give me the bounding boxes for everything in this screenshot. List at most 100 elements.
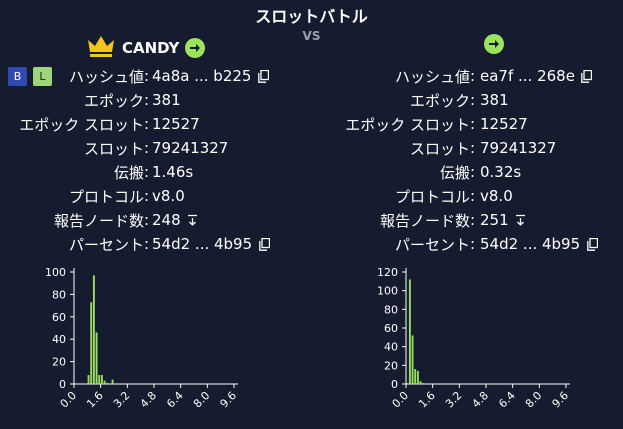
info-label: 報告ノード数 xyxy=(379,211,470,230)
info-row: スロット:79241327 xyxy=(310,137,623,159)
info-label: 伝搬 xyxy=(113,163,144,182)
info-label: 報告ノード数 xyxy=(53,211,144,230)
x-tick-label: 1.6 xyxy=(84,389,106,411)
histogram-bar xyxy=(416,370,419,384)
copy-icon[interactable] xyxy=(258,237,270,251)
colon-separator: : xyxy=(470,67,476,85)
colon-separator: : xyxy=(470,115,476,133)
tag-badges: B L xyxy=(8,67,52,86)
x-tick-label: 1.6 xyxy=(416,389,438,411)
x-tick-label: 4.8 xyxy=(138,389,160,411)
info-value-group: 54d2 ... 4b95 xyxy=(152,235,270,253)
colon-separator: : xyxy=(144,235,150,253)
page-title: スロットバトル xyxy=(255,7,368,26)
info-value-group: 12527 xyxy=(480,115,528,133)
histogram-bar xyxy=(422,383,425,384)
info-label: エポック xyxy=(83,91,144,110)
info-value-group: 54d2 ... 4b95 xyxy=(480,235,598,253)
info-label: スロット xyxy=(409,139,470,158)
info-value: v8.0 xyxy=(152,187,185,205)
copy-icon[interactable] xyxy=(586,237,598,251)
histogram-bar xyxy=(90,302,93,384)
crown-icon xyxy=(86,34,116,62)
x-tick-label: 4.8 xyxy=(470,389,492,411)
y-tick-label: 80 xyxy=(384,303,398,316)
colon-separator: : xyxy=(470,187,476,205)
info-value-group: v8.0 xyxy=(480,187,513,205)
y-tick-label: 120 xyxy=(377,266,398,279)
right-go-button[interactable] xyxy=(484,34,504,54)
info-row: プロトコル: v8.0 xyxy=(0,185,300,207)
info-row: ハッシュ値: ea7f ... 268e xyxy=(310,65,623,87)
info-value: 54d2 ... 4b95 xyxy=(480,235,581,253)
info-label: パーセント xyxy=(68,235,144,254)
info-value-group: v8.0 xyxy=(152,187,185,205)
info-value-group: 381 xyxy=(152,91,181,109)
leader-name: CANDY xyxy=(122,39,180,57)
info-value: 79241327 xyxy=(152,139,229,157)
colon-separator: : xyxy=(144,91,150,109)
left-go-button[interactable] xyxy=(185,38,206,58)
left-histogram: 0 20 40 60 80 100 0.0 1.6 3.2 4.8 6.4 8.0 9.6 xyxy=(30,260,255,429)
info-value: 54d2 ... 4b95 xyxy=(152,235,253,253)
info-value-group: 248 xyxy=(152,211,199,229)
info-value: 0.32s xyxy=(480,163,522,181)
x-tick-label: 8.0 xyxy=(523,389,545,411)
info-row: 伝搬:0.32s xyxy=(310,161,623,183)
info-label: エポック スロット xyxy=(345,115,470,134)
histogram-bar xyxy=(419,381,422,384)
info-row: 報告ノード数:248 xyxy=(0,209,300,231)
copy-icon[interactable] xyxy=(581,69,593,83)
histogram-bar xyxy=(408,279,411,384)
sort-down-icon[interactable] xyxy=(515,213,527,227)
info-value-group: 4a8a ... b225 xyxy=(152,67,269,85)
badge-l: L xyxy=(33,67,52,86)
info-value: 12527 xyxy=(152,115,200,133)
info-label: エポック スロット xyxy=(19,115,144,134)
colon-separator: : xyxy=(470,235,476,253)
histogram-bar xyxy=(95,332,98,384)
colon-separator: : xyxy=(470,163,476,181)
info-label: ハッシュ値 xyxy=(68,67,144,86)
sort-down-icon[interactable] xyxy=(187,213,199,227)
info-value: 79241327 xyxy=(480,139,557,157)
info-row: エポック:381 xyxy=(310,89,623,111)
info-value: 4a8a ... b225 xyxy=(152,67,252,85)
info-row: スロット:79241327 xyxy=(0,137,300,159)
info-value-group: ea7f ... 268e xyxy=(480,67,593,85)
x-tick-label: 6.4 xyxy=(164,389,186,411)
y-tick-label: 20 xyxy=(384,359,398,372)
colon-separator: : xyxy=(470,139,476,157)
colon-separator: : xyxy=(470,211,476,229)
x-tick-label: 6.4 xyxy=(496,389,518,411)
info-row: エポック スロット:12527 xyxy=(0,113,300,135)
right-header xyxy=(484,34,504,54)
histogram-bar xyxy=(103,380,106,384)
y-tick-label: 0 xyxy=(59,378,66,391)
info-value: ea7f ... 268e xyxy=(480,67,575,85)
info-row: ハッシュ値:4a8a ... b225 xyxy=(0,65,300,87)
info-value-group: 381 xyxy=(480,91,509,109)
info-value-group: 12527 xyxy=(152,115,200,133)
x-tick-label: 9.6 xyxy=(218,389,240,411)
info-row: エポック スロット:12527 xyxy=(310,113,623,135)
info-value: 381 xyxy=(152,91,181,109)
info-value-group: 79241327 xyxy=(480,139,556,157)
x-tick-label: 3.2 xyxy=(111,389,133,411)
info-label: スロット xyxy=(83,139,144,158)
copy-icon[interactable] xyxy=(257,69,269,83)
y-tick-label: 40 xyxy=(52,333,66,346)
info-row: 報告ノード数:251 xyxy=(310,209,623,231)
x-tick-label: 8.0 xyxy=(191,389,213,411)
info-row: プロトコル: v8.0 xyxy=(310,185,623,207)
y-tick-label: 60 xyxy=(52,311,66,324)
x-tick-label: 0.0 xyxy=(390,389,412,411)
right-histogram: 0 20 40 60 80 100 120 0.0 1.6 3.2 4.8 6.4 8.0 9.6 xyxy=(362,260,587,429)
y-tick-label: 100 xyxy=(377,285,398,298)
y-tick-label: 60 xyxy=(384,322,398,335)
histogram-bar xyxy=(414,369,417,384)
y-tick-label: 80 xyxy=(52,288,66,301)
left-header: CANDY xyxy=(86,34,206,62)
left-leader-panel: CANDY B L ハッシュ値:4a8a ... b225 エポック:381 エポッ… xyxy=(0,0,300,425)
y-tick-label: 40 xyxy=(384,341,398,354)
